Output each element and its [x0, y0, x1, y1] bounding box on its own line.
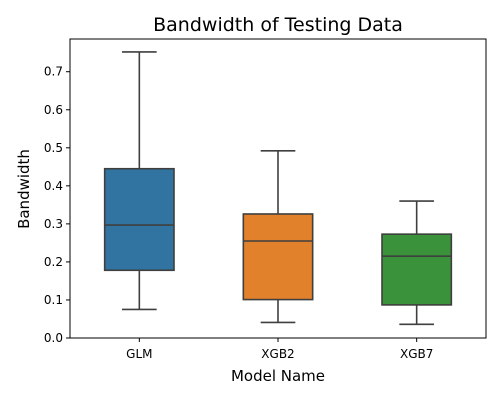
x-tick-label: XGB7 — [400, 347, 433, 361]
x-tick-label: GLM — [126, 347, 152, 361]
y-tick-label: 0.4 — [44, 179, 63, 193]
y-tick-label: 0.7 — [44, 65, 63, 79]
x-axis-label: Model Name — [231, 367, 325, 385]
y-tick-label: 0.1 — [44, 293, 63, 307]
y-tick-label: 0.0 — [44, 331, 63, 345]
y-tick-label: 0.3 — [44, 217, 63, 231]
y-tick-label: 0.5 — [44, 141, 63, 155]
plot-frame — [69, 38, 487, 339]
box-glm — [103, 167, 175, 272]
box-xgb2 — [242, 213, 314, 301]
chart-title: Bandwidth of Testing Data — [153, 14, 403, 36]
y-tick-label: 0.6 — [44, 103, 63, 117]
y-axis-label: Bandwidth — [15, 149, 33, 229]
y-tick-label: 0.2 — [44, 255, 63, 269]
plot-area: 0.0 0.1 0.2 0.3 0.4 0.5 0.6 0.7 GLM XGB2 XGB7 — [44, 51, 453, 361]
box-xgb7 — [381, 233, 453, 306]
x-tick-label: XGB2 — [261, 347, 294, 361]
